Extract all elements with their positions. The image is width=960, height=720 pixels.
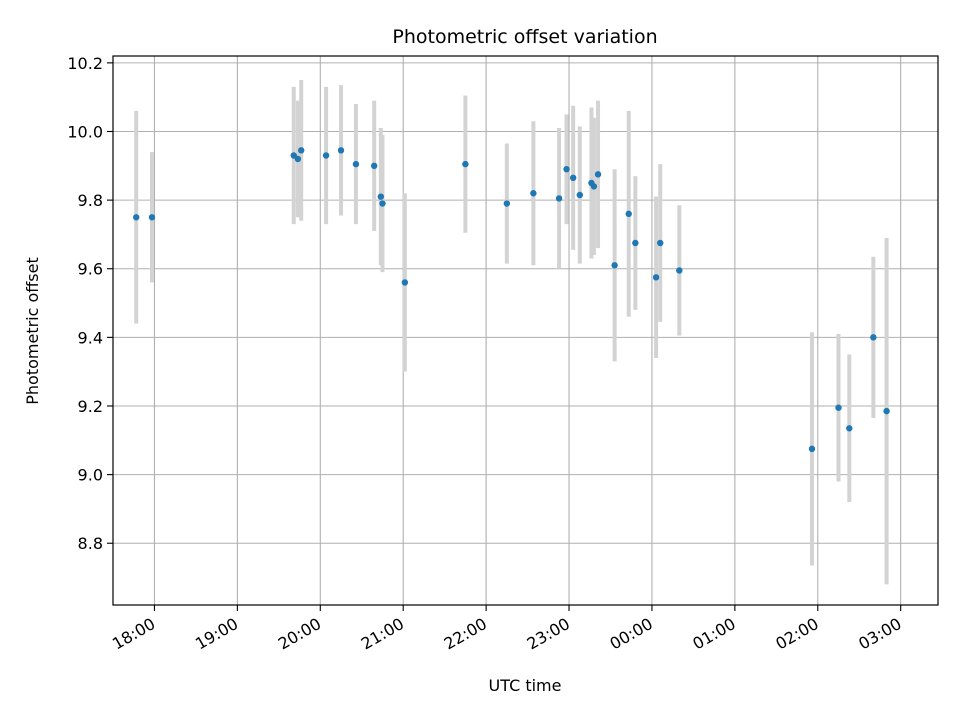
data-point (555, 195, 563, 202)
data-point (652, 274, 660, 281)
data-point (401, 279, 409, 286)
y-tick-label: 9.4 (78, 328, 103, 347)
y-axis-label: Photometric offset (23, 257, 42, 405)
data-point (377, 193, 385, 200)
data-point (298, 147, 305, 154)
y-tick-label: 8.8 (78, 534, 103, 553)
data-point (569, 174, 577, 182)
data-point (133, 214, 140, 221)
data-point (530, 190, 537, 197)
data-point (148, 214, 156, 221)
data-points (133, 147, 890, 453)
data-point (835, 404, 842, 411)
y-tick-label: 9.8 (78, 191, 103, 210)
x-axis-label: UTC time (489, 676, 562, 695)
y-tick-label: 9.0 (78, 466, 103, 485)
data-point (657, 239, 664, 247)
data-point (846, 425, 853, 432)
data-point (462, 160, 469, 168)
data-point (632, 239, 639, 247)
plot-frame (112, 55, 939, 606)
data-point (322, 152, 330, 159)
y-tick-label: 10.0 (67, 122, 103, 141)
data-point (352, 160, 360, 168)
grid (113, 56, 938, 605)
data-point (370, 162, 378, 169)
data-point (676, 267, 683, 274)
data-point (337, 147, 345, 154)
data-point (611, 262, 618, 269)
data-point (870, 334, 877, 341)
data-point (503, 200, 511, 207)
data-point (590, 183, 598, 190)
data-point (883, 407, 890, 415)
y-tick-label: 9.6 (78, 260, 103, 279)
chart-title: Photometric offset variation (392, 26, 657, 48)
data-point (576, 191, 584, 199)
data-point (625, 210, 632, 218)
y-axis-ticks: 8.8 9.0 9.2 9.4 9.6 9.8 10.0 10.2 (67, 54, 113, 553)
data-point (594, 171, 602, 178)
data-point (294, 155, 302, 163)
data-point (808, 445, 816, 453)
data-point (563, 166, 570, 173)
y-tick-label: 9.2 (78, 397, 103, 416)
data-point (379, 200, 386, 207)
y-tick-label: 10.2 (67, 54, 103, 73)
